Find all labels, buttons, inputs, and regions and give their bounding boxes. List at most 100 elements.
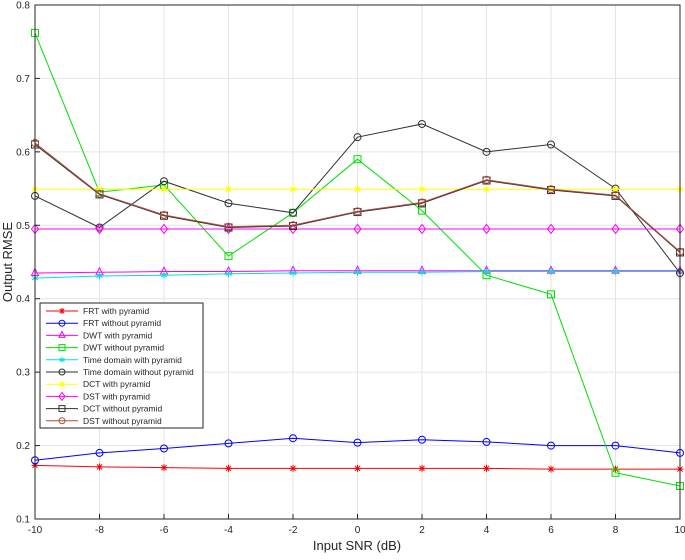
marker-circle: [224, 222, 233, 231]
series-frt-without-pyramid: [31, 434, 684, 465]
legend-label: DCT with pyramid: [83, 379, 151, 389]
legend-label: DST without pyramid: [83, 416, 162, 426]
marker-circle: [353, 438, 362, 447]
y-tick-label: 0.2: [16, 441, 30, 452]
marker-star: [225, 464, 232, 472]
legend-entry: DWT with pyramid: [46, 330, 153, 340]
legend-entry: DCT with pyramid: [46, 379, 151, 389]
marker-square: [547, 290, 555, 299]
y-tick-label: 0.1: [16, 515, 30, 526]
marker-diamond: [353, 223, 362, 235]
y-tick-label: 0.4: [16, 294, 30, 305]
x-tick-label: 2: [419, 525, 425, 536]
marker-circle: [58, 319, 66, 327]
marker-diamond: [611, 223, 620, 235]
legend-label: Time domain without pyramid: [83, 367, 194, 377]
marker-diamond: [95, 223, 104, 235]
legend-entry: FRT with pyramid: [46, 306, 150, 316]
marker-asterisk: [418, 268, 426, 276]
marker-circle: [482, 175, 491, 184]
marker-circle: [482, 437, 491, 446]
marker-circle: [547, 185, 555, 194]
marker-circle: [95, 448, 104, 457]
marker-star: [612, 185, 619, 193]
tick-labels: -10 -8 -6 -4 -2 0 2 4 6 8 10 0.1 0.2 0.3 0.4 0.5 0.6 0.7 0…: [16, 1, 685, 537]
marker-star: [418, 464, 426, 472]
legend-label: FRT without pyramid: [83, 318, 161, 328]
marker-square: [224, 252, 233, 261]
y-tick-label: 0.3: [16, 368, 30, 379]
y-tick-label: 0.7: [16, 74, 30, 85]
marker-star: [96, 463, 103, 471]
series-line: [34, 144, 681, 253]
x-axis-label: Input SNR (dB): [313, 538, 401, 553]
legend-entry: Time domain with pyramid: [46, 355, 182, 365]
marker-square: [58, 405, 66, 413]
marker-circle: [289, 434, 297, 443]
x-tick-label: 8: [613, 525, 619, 536]
marker-diamond: [58, 391, 66, 402]
marker-star: [354, 185, 361, 193]
marker-square: [353, 155, 362, 164]
marker-circle: [95, 189, 104, 198]
marker-circle: [160, 444, 168, 453]
marker-asterisk: [612, 268, 619, 276]
legend-entry: DST without pyramid: [46, 416, 162, 426]
marker-circle: [289, 208, 297, 217]
y-tick-label: 0.6: [16, 147, 30, 158]
legend-entry: FRT without pyramid: [46, 318, 161, 328]
marker-star: [225, 185, 232, 193]
marker-asterisk: [59, 356, 65, 363]
series-line: [34, 142, 681, 253]
x-tick-label: -10: [28, 525, 43, 536]
marker-asterisk: [547, 268, 555, 276]
marker-star: [96, 185, 103, 193]
marker-circle: [418, 435, 426, 444]
legend-label: DWT without pyramid: [83, 343, 164, 353]
legend-label: FRT with pyramid: [83, 306, 150, 316]
marker-star: [354, 464, 361, 472]
x-tick-label: -2: [289, 525, 298, 536]
marker-asterisk: [160, 271, 168, 279]
marker-circle: [224, 199, 233, 208]
marker-diamond: [159, 223, 169, 235]
x-tick-label: -6: [160, 525, 169, 536]
marker-star: [59, 308, 65, 314]
legend-label: DWT with pyramid: [83, 330, 153, 340]
legend-entry: Time domain without pyramid: [46, 367, 194, 377]
marker-diamond: [417, 223, 427, 235]
marker-star: [160, 185, 168, 193]
marker-circle: [611, 441, 620, 450]
marker-circle: [611, 191, 620, 200]
marker-star: [547, 465, 555, 473]
marker-circle: [289, 221, 297, 230]
marker-star: [59, 381, 65, 388]
marker-circle: [418, 198, 426, 207]
marker-star: [483, 185, 490, 193]
marker-star: [483, 464, 490, 472]
legend-label: DCT without pyramid: [83, 404, 162, 414]
y-axis-label: Output RMSE: [0, 222, 15, 303]
marker-circle: [418, 119, 426, 128]
y-tick-label: 0.5: [16, 221, 30, 232]
marker-diamond: [482, 223, 491, 235]
legend-label: DST with pyramid: [83, 391, 150, 401]
marker-circle: [58, 417, 66, 425]
marker-triangle: [58, 330, 66, 338]
series-line: [34, 437, 681, 461]
marker-circle: [353, 133, 362, 142]
marker-diamond: [546, 223, 556, 235]
legend: FRT with pyramid FRT without pyramid DWT w…: [39, 302, 204, 429]
marker-circle: [160, 177, 168, 186]
marker-circle: [482, 147, 491, 156]
marker-asterisk: [289, 269, 297, 277]
marker-asterisk: [354, 268, 361, 276]
series-dst-without-pyramid: [31, 139, 684, 256]
series-frt-with-pyramid: [31, 461, 684, 473]
marker-circle: [160, 211, 168, 220]
x-tick-label: 0: [355, 525, 361, 536]
legend-entry: DWT without pyramid: [46, 343, 164, 353]
marker-circle: [353, 207, 362, 216]
legend-box: [39, 302, 204, 429]
